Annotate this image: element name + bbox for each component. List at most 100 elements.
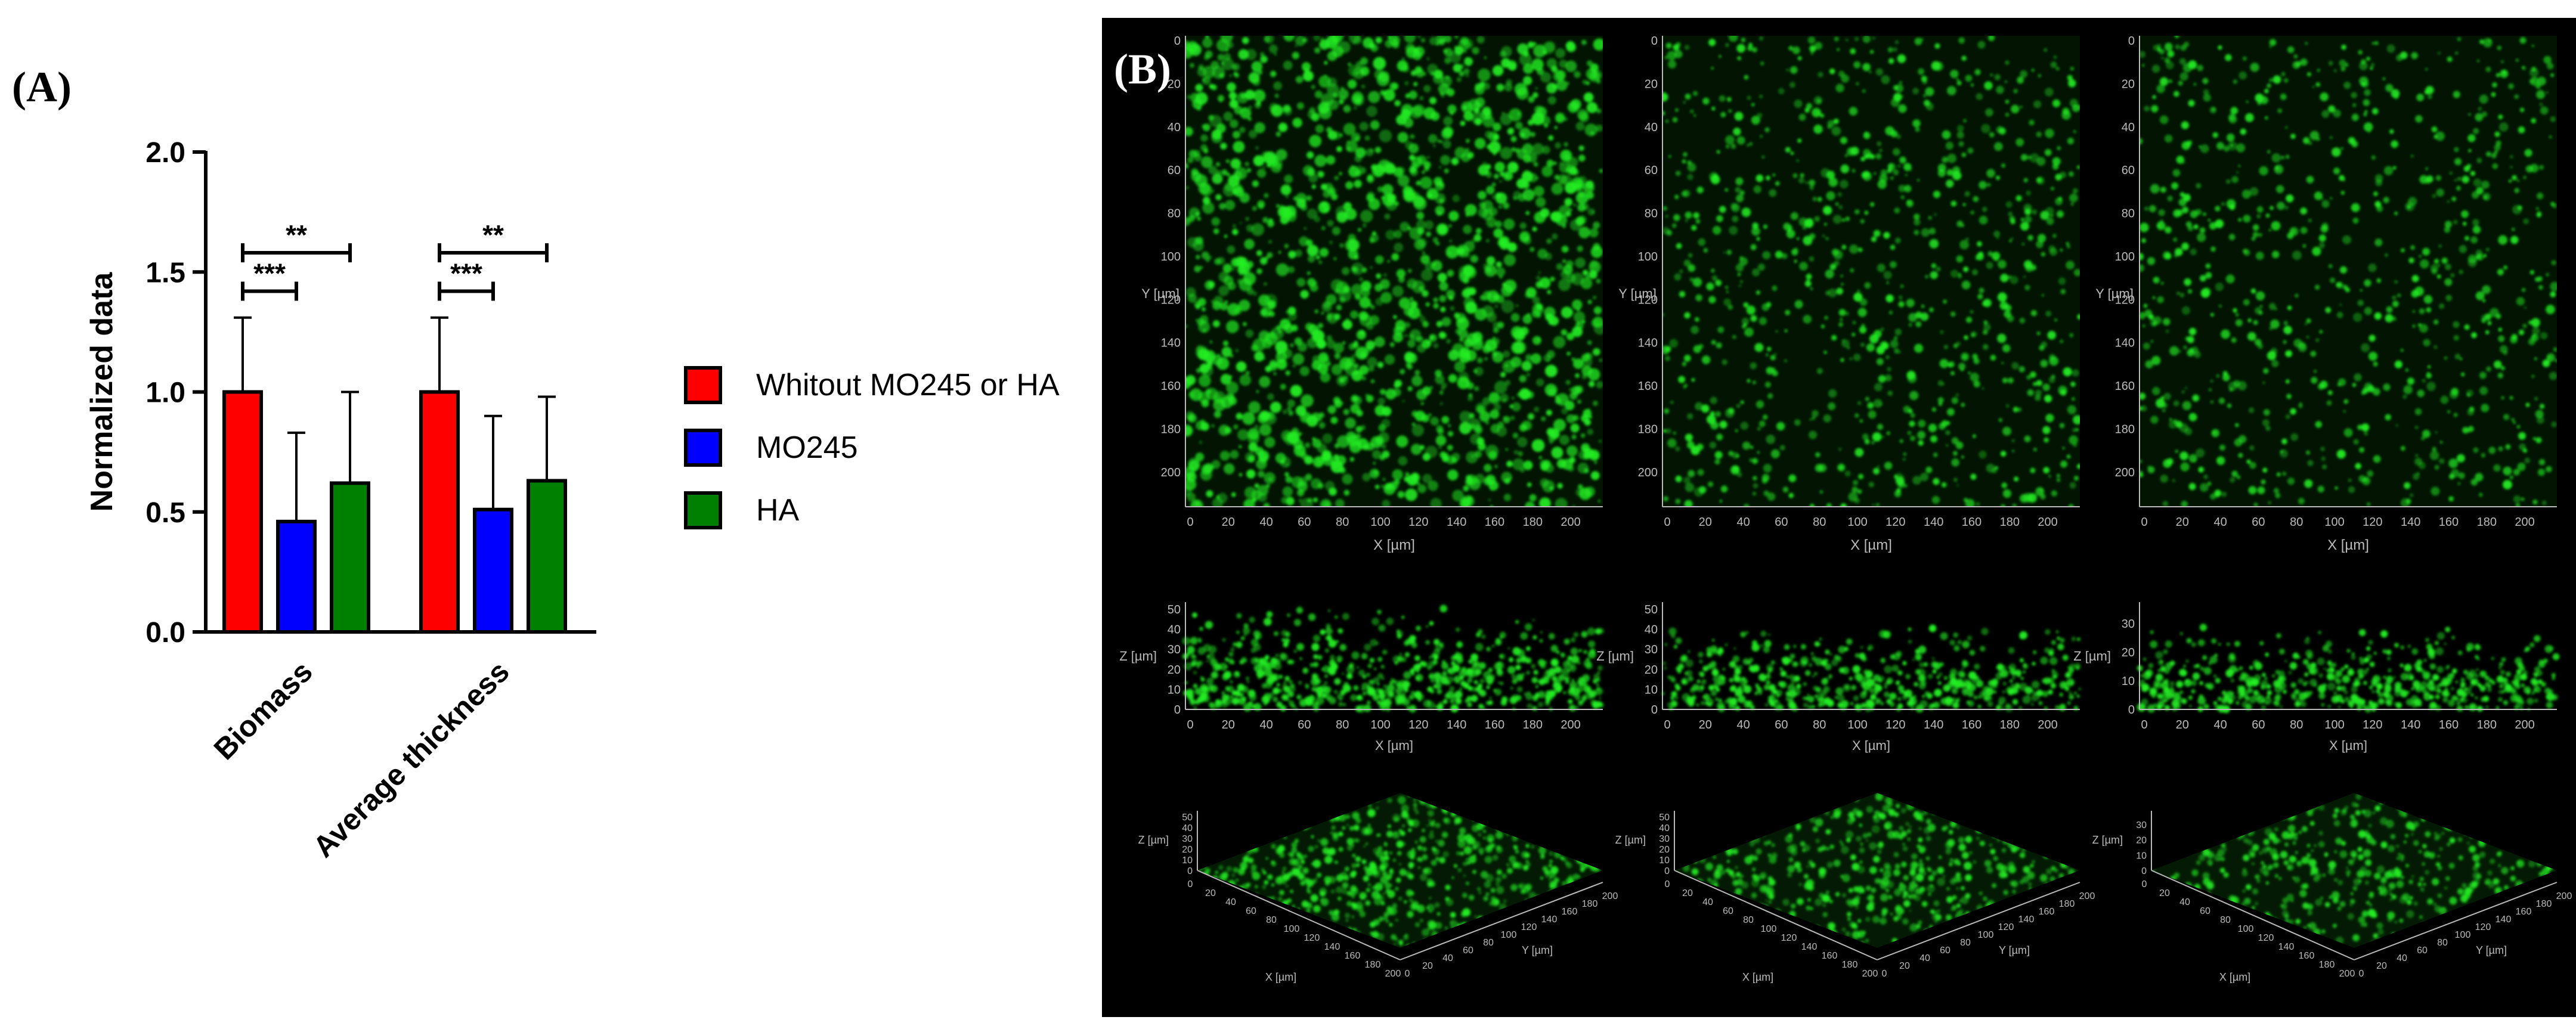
iso-x-axis-label: X [µm]: [2219, 971, 2250, 983]
x-category-label: Biomass: [208, 655, 319, 766]
xz-x-tick-label: 0: [2141, 718, 2147, 731]
iso-y-tick-label: 0: [1882, 969, 1887, 979]
xz-x-tick-label: 200: [2038, 718, 2057, 731]
iso-x-tick-label: 140: [1324, 942, 1340, 952]
xy-y-tick-label: 20: [1168, 78, 1181, 91]
xz-image: [1662, 602, 2080, 709]
iso-z-tick-label: 40: [1659, 823, 1670, 833]
xy-x-tick-label: 0: [1664, 516, 1670, 529]
xy-y-axis-label: Y [µm]: [1618, 286, 1657, 301]
iso-x-tick-label: 60: [1723, 906, 1733, 916]
xz-x-tick-label: 60: [1298, 718, 1311, 731]
xy-y-tick-label: 160: [1638, 380, 1658, 393]
xy-x-axis-label: X [µm]: [2327, 537, 2369, 553]
bar-chart: (A) 0.0 0.5 1.0 1.5 2.0 Normalized data Biomas…: [12, 63, 1060, 864]
legend-entry: Whitout MO245 or HA: [756, 368, 1060, 402]
iso-x-tick-label: 180: [1842, 960, 1858, 970]
xz-x-tick-label: 140: [1924, 718, 1943, 731]
iso-y-tick-label: 120: [1521, 922, 1537, 932]
xz-x-tick-label: 40: [1736, 718, 1750, 731]
xz-x-tick-label: 40: [1259, 718, 1272, 731]
iso-x-axis-label: X [µm]: [1742, 971, 1773, 983]
xy-fluorescence: [1662, 36, 2080, 507]
iso-y-axis: [1877, 882, 2080, 960]
iso-x-tick-label: 120: [1781, 933, 1797, 943]
xz-x-tick-label: 20: [1699, 718, 1712, 731]
iso-y-tick-label: 20: [1899, 961, 1910, 971]
iso-z-tick-label: 10: [2136, 851, 2147, 861]
legend-swatch: [684, 429, 722, 467]
xy-x-tick-label: 20: [2176, 516, 2189, 529]
xy-y-tick-label: 200: [1638, 466, 1658, 479]
iso-y-axis-label: Y [µm]: [1522, 944, 1553, 956]
iso-z-tick-label: 20: [1182, 845, 1193, 855]
iso-x-tick-label: 160: [1345, 951, 1361, 961]
iso-y-tick-label: 160: [2516, 907, 2532, 917]
iso-x-tick-label: 0: [1665, 879, 1670, 889]
xy-y-tick-label: 180: [1638, 423, 1658, 436]
xy-y-tick-label: 0: [1651, 35, 1658, 48]
iso-y-tick-label: 120: [1998, 922, 2014, 932]
xy-y-tick-label: 120: [1161, 293, 1181, 306]
bar: [473, 507, 513, 634]
xy-y-tick-label: 200: [2115, 466, 2135, 479]
xz-z-tick-label: 30: [1645, 643, 1658, 656]
iso-z-axis-label: Z [µm]: [2092, 834, 2123, 846]
xy-y-tick-label: 60: [1168, 164, 1181, 177]
iso-y-tick-label: 120: [2475, 922, 2491, 932]
xz-x-tick-label: 0: [1664, 718, 1670, 731]
iso-y-tick-label: 140: [2496, 914, 2512, 925]
iso-z-axis-label: Z [µm]: [1615, 834, 1646, 846]
significance-label: ***: [253, 258, 286, 289]
iso-x-tick-label: 100: [1284, 924, 1300, 934]
iso-x-tick-label: 0: [1188, 879, 1193, 889]
xz-z-tick-label: 0: [1651, 703, 1658, 717]
iso-z-axis-label: Z [µm]: [1138, 834, 1169, 846]
xy-x-tick-label: 40: [1259, 516, 1272, 529]
xz-x-tick-label: 120: [1408, 718, 1428, 731]
x-category-label: Average thickness: [306, 655, 516, 864]
xy-x-tick-label: 60: [1775, 516, 1788, 529]
xy-x-tick-label: 160: [1485, 516, 1504, 529]
iso-x-axis: [2151, 870, 2355, 960]
xy-x-tick-label: 180: [2477, 516, 2497, 529]
iso-z-tick-label: 50: [1659, 813, 1670, 823]
iso-y-tick-label: 200: [1602, 891, 1618, 901]
xz-x-tick-label: 100: [1370, 718, 1390, 731]
iso-y-tick-label: 40: [1919, 953, 1930, 963]
iso-x-tick-label: 80: [1266, 915, 1277, 925]
xy-x-tick-label: 20: [1699, 516, 1712, 529]
xz-z-tick-label: 30: [2122, 618, 2135, 631]
iso-y-tick-label: 60: [1940, 946, 1950, 956]
xz-z-tick-label: 40: [1168, 624, 1181, 637]
xy-y-tick-label: 140: [2115, 337, 2135, 350]
iso-x-tick-label: 20: [1682, 888, 1693, 898]
xy-x-tick-label: 100: [2324, 516, 2344, 529]
xz-x-tick-label: 100: [2324, 718, 2344, 731]
xz-z-tick-label: 50: [1645, 603, 1658, 616]
iso-x-tick-label: 80: [2220, 915, 2231, 925]
iso-z-tick-label: 10: [1182, 855, 1193, 866]
iso-y-tick-label: 160: [2039, 907, 2055, 917]
iso-z-tick-label: 50: [1182, 813, 1193, 823]
iso-y-tick-label: 140: [1541, 914, 1558, 925]
xz-x-axis-label: X [µm]: [1852, 738, 1890, 753]
xy-x-tick-label: 160: [2439, 516, 2459, 529]
xy-x-tick-label: 120: [1408, 516, 1428, 529]
xy-x-tick-label: 20: [1222, 516, 1235, 529]
xz-x-tick-label: 60: [2252, 718, 2265, 731]
xy-y-tick-label: 80: [2122, 207, 2135, 221]
xz-x-tick-label: 140: [1447, 718, 1466, 731]
iso-y-tick-label: 160: [1562, 907, 1578, 917]
xz-z-tick-label: 20: [1645, 664, 1658, 677]
iso-z-tick-label: 20: [1659, 845, 1670, 855]
iso-x-tick-label: 20: [1205, 888, 1216, 898]
iso-x-tick-label: 60: [1246, 906, 1256, 916]
iso-x-tick-label: 140: [1801, 942, 1818, 952]
xy-y-tick-label: 180: [1161, 423, 1181, 436]
xy-y-tick-label: 80: [1645, 207, 1658, 221]
xz-z-tick-label: 10: [1645, 683, 1658, 696]
iso-z-tick-label: 0: [1664, 866, 1670, 876]
iso-z-tick-label: 10: [1659, 855, 1670, 866]
xy-y-tick-label: 120: [2115, 293, 2135, 306]
